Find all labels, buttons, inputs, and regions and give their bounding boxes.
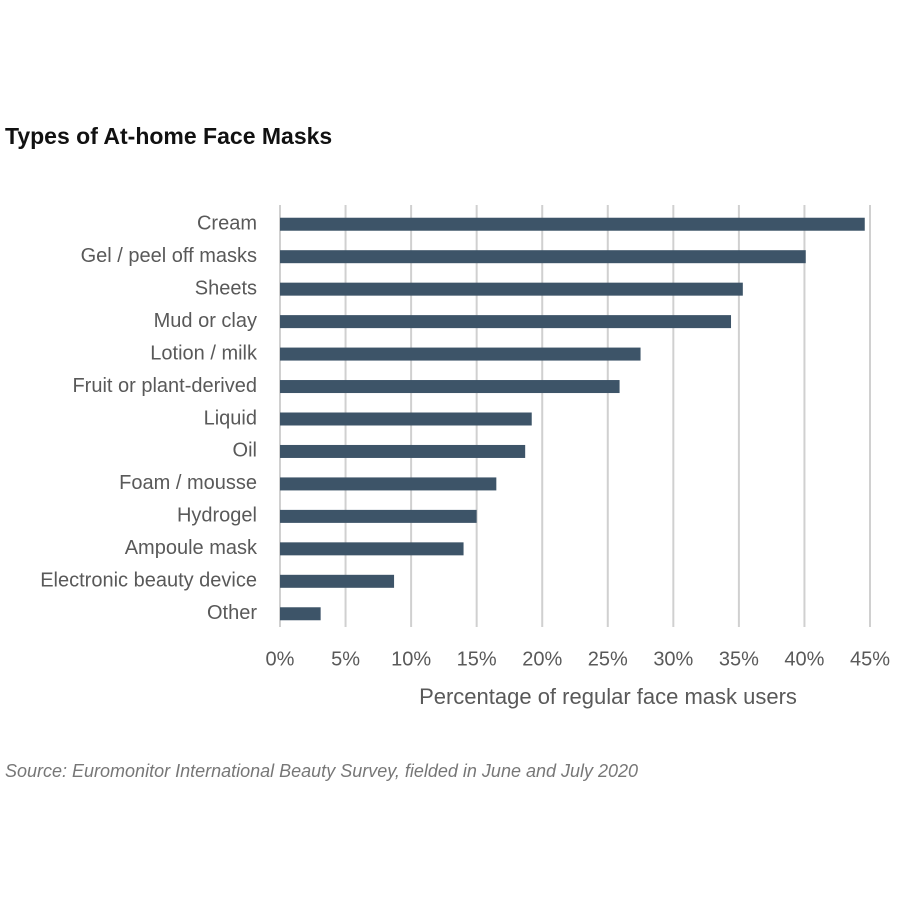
x-tick-label: 25% xyxy=(588,648,628,670)
y-tick-label: Gel / peel off masks xyxy=(81,245,257,267)
bar xyxy=(280,574,395,588)
y-tick-label: Oil xyxy=(233,440,257,462)
y-tick-label: Lotion / milk xyxy=(150,342,258,364)
y-tick-label: Hydrogel xyxy=(177,505,257,527)
x-tick-label: 35% xyxy=(719,648,759,670)
y-tick-label: Liquid xyxy=(204,407,257,429)
y-tick-label: Mud or clay xyxy=(154,310,257,332)
bar xyxy=(280,607,321,621)
x-axis-label: Percentage of regular face mask users xyxy=(419,684,797,709)
bar xyxy=(280,380,620,394)
bar xyxy=(280,217,865,231)
y-tick-label: Cream xyxy=(197,213,257,235)
x-tick-label: 15% xyxy=(457,648,497,670)
bar xyxy=(280,542,464,556)
bar xyxy=(280,347,641,361)
y-tick-label: Sheets xyxy=(195,277,257,299)
bar xyxy=(280,282,743,296)
chart-title: Types of At-home Face Masks xyxy=(5,123,332,149)
y-tick-label: Ampoule mask xyxy=(125,537,258,559)
bar xyxy=(280,412,532,426)
x-tick-label: 0% xyxy=(266,648,295,670)
x-tick-label: 5% xyxy=(331,648,360,670)
y-tick-label: Electronic beauty device xyxy=(40,570,257,592)
y-tick-label: Other xyxy=(207,602,257,624)
bar xyxy=(280,444,526,458)
bar xyxy=(280,315,732,329)
x-tick-label: 20% xyxy=(522,648,562,670)
source-note: Source: Euromonitor International Beauty… xyxy=(5,761,638,781)
x-tick-label: 10% xyxy=(391,648,431,670)
bar xyxy=(280,250,806,264)
y-tick-label: Foam / mousse xyxy=(119,472,257,494)
x-tick-label: 40% xyxy=(784,648,824,670)
x-tick-label: 30% xyxy=(653,648,693,670)
y-tick-label: Fruit or plant-derived xyxy=(72,375,257,397)
x-tick-label: 45% xyxy=(850,648,890,670)
bar xyxy=(280,509,477,523)
bar xyxy=(280,477,497,491)
